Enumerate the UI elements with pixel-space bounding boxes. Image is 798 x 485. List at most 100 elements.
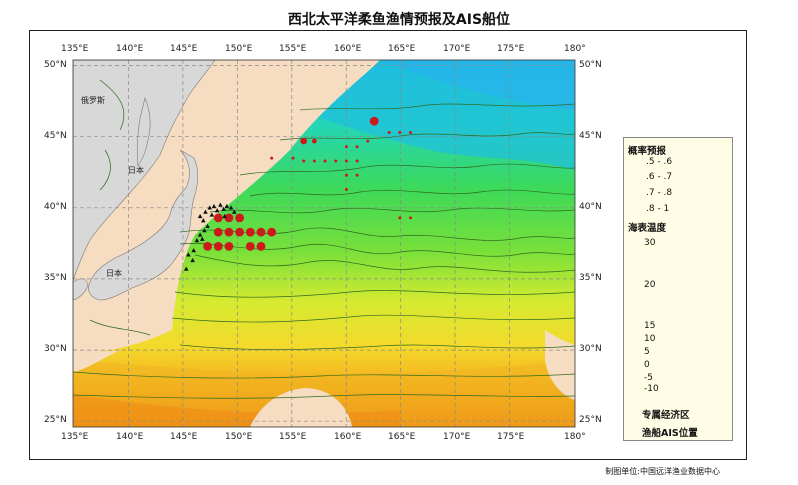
forecast-point: [224, 213, 234, 223]
forecast-point: [224, 227, 234, 237]
forecast-point: [300, 137, 308, 145]
lat-tick-left: 25°N: [44, 415, 67, 425]
ais-vessel-marker: [197, 232, 203, 237]
forecast-point: [213, 227, 223, 237]
lon-tick-top: 155°E: [279, 44, 307, 54]
legend-sst-label: 30: [644, 238, 656, 248]
forecast-point: [366, 139, 370, 143]
ais-vessel-marker: [186, 252, 191, 257]
legend-sst-title: 海表温度: [628, 223, 667, 234]
lon-tick-bottom: 140°E: [116, 432, 144, 442]
lat-tick-right: 30°N: [579, 344, 602, 354]
lon-tick-top: 180°: [564, 44, 586, 54]
forecast-point: [235, 213, 245, 223]
ais-vessel-marker: [224, 203, 230, 209]
legend-prob-label: .5 - .6: [646, 157, 673, 167]
land-sakhalin: [136, 97, 151, 167]
forecast-point: [213, 213, 223, 223]
ais-vessel-marker: [201, 218, 206, 223]
lon-tick-bottom: 135°E: [61, 432, 89, 442]
forecast-point: [398, 216, 402, 220]
forecast-point: [344, 159, 348, 163]
forecast-point: [311, 138, 317, 144]
eez-region-west: [73, 350, 120, 372]
lon-tick-bottom: 180°: [564, 432, 586, 442]
map-frame: [29, 30, 747, 460]
lon-tick-top: 150°E: [225, 44, 253, 54]
lon-tick-top: 135°E: [61, 44, 89, 54]
ais-vessel-marker: [202, 228, 207, 233]
ais-vessel-marker: [191, 248, 196, 253]
forecast-point: [387, 131, 391, 135]
legend-sst-label: 5: [644, 347, 650, 357]
forecast-point: [323, 159, 327, 163]
forecast-point: [302, 159, 306, 163]
forecast-point: [355, 145, 359, 149]
forecast-point: [235, 227, 245, 237]
forecast-layer: [203, 116, 413, 251]
forecast-point: [409, 131, 413, 135]
lon-tick-top: 175°E: [497, 44, 525, 54]
land-korea: [73, 278, 89, 301]
land-label-japan-north: 日本: [128, 166, 144, 175]
lon-tick-bottom: 150°E: [225, 432, 253, 442]
lon-tick-bottom: 155°E: [279, 432, 307, 442]
isotherm-contours: [73, 79, 575, 399]
ais-vessel-marker: [207, 205, 213, 210]
land-japan: [88, 149, 199, 301]
forecast-point: [291, 156, 295, 160]
ais-vessel-marker: [194, 238, 200, 243]
lon-tick-top: 145°E: [170, 44, 198, 54]
legend-prob-title: 概率预报: [628, 146, 667, 157]
forecast-point: [267, 227, 277, 237]
ais-vessel-marker: [228, 205, 234, 210]
forecast-point: [224, 241, 234, 251]
ais-vessel-marker: [209, 212, 215, 217]
ais-vessel-marker: [211, 203, 217, 209]
lon-tick-bottom: 160°E: [334, 432, 362, 442]
lat-tick-right: 25°N: [579, 415, 602, 425]
ais-vessel-marker: [222, 213, 227, 219]
lat-tick-left: 50°N: [44, 60, 67, 70]
forecast-point: [344, 145, 348, 149]
map-area: [73, 60, 575, 427]
lat-tick-left: 45°N: [44, 131, 67, 141]
lat-tick-left: 30°N: [44, 344, 67, 354]
ais-vessel-marker: [231, 209, 237, 214]
forecast-point: [334, 159, 338, 163]
ais-vessel-marker: [197, 213, 203, 219]
ais-vessel-marker: [199, 236, 205, 241]
lon-tick-top: 140°E: [116, 44, 144, 54]
legend-sst-label: 10: [644, 334, 656, 344]
ais-vessel-marker: [221, 206, 226, 211]
legend-sst-label: 0: [644, 360, 650, 370]
forecast-point: [270, 156, 274, 160]
forecast-point: [256, 241, 266, 251]
forecast-point: [213, 241, 223, 251]
legend-eez-label: 专属经济区: [642, 410, 690, 421]
lon-tick-top: 170°E: [443, 44, 471, 54]
forecast-point: [409, 216, 413, 220]
forecast-point: [355, 173, 359, 177]
ais-layer: [183, 202, 237, 271]
legend-sst-label: 20: [644, 280, 656, 290]
lat-tick-left: 40°N: [44, 202, 67, 212]
lon-tick-bottom: 170°E: [443, 432, 471, 442]
forecast-point: [312, 159, 316, 163]
lat-tick-right: 40°N: [579, 202, 602, 212]
lat-tick-left: 35°N: [44, 273, 67, 283]
lat-tick-right: 35°N: [579, 273, 602, 283]
forecast-point: [398, 131, 402, 135]
credit-text: 制图单位:中国远洋渔业数据中心: [605, 467, 720, 476]
forecast-point: [203, 241, 212, 251]
ais-vessel-marker: [203, 209, 208, 214]
ais-vessel-marker: [190, 257, 195, 263]
legend-sst-label: -5: [644, 373, 653, 383]
forecast-point: [245, 241, 255, 251]
legend-sst-label: -10: [644, 384, 659, 394]
legend-ais-label: 渔船AIS位置: [642, 428, 698, 439]
legend-prob-label: .6 - .7: [646, 172, 673, 182]
lat-tick-right: 45°N: [579, 131, 602, 141]
cold-water-core: [380, 60, 575, 110]
ais-vessel-marker: [183, 266, 189, 271]
